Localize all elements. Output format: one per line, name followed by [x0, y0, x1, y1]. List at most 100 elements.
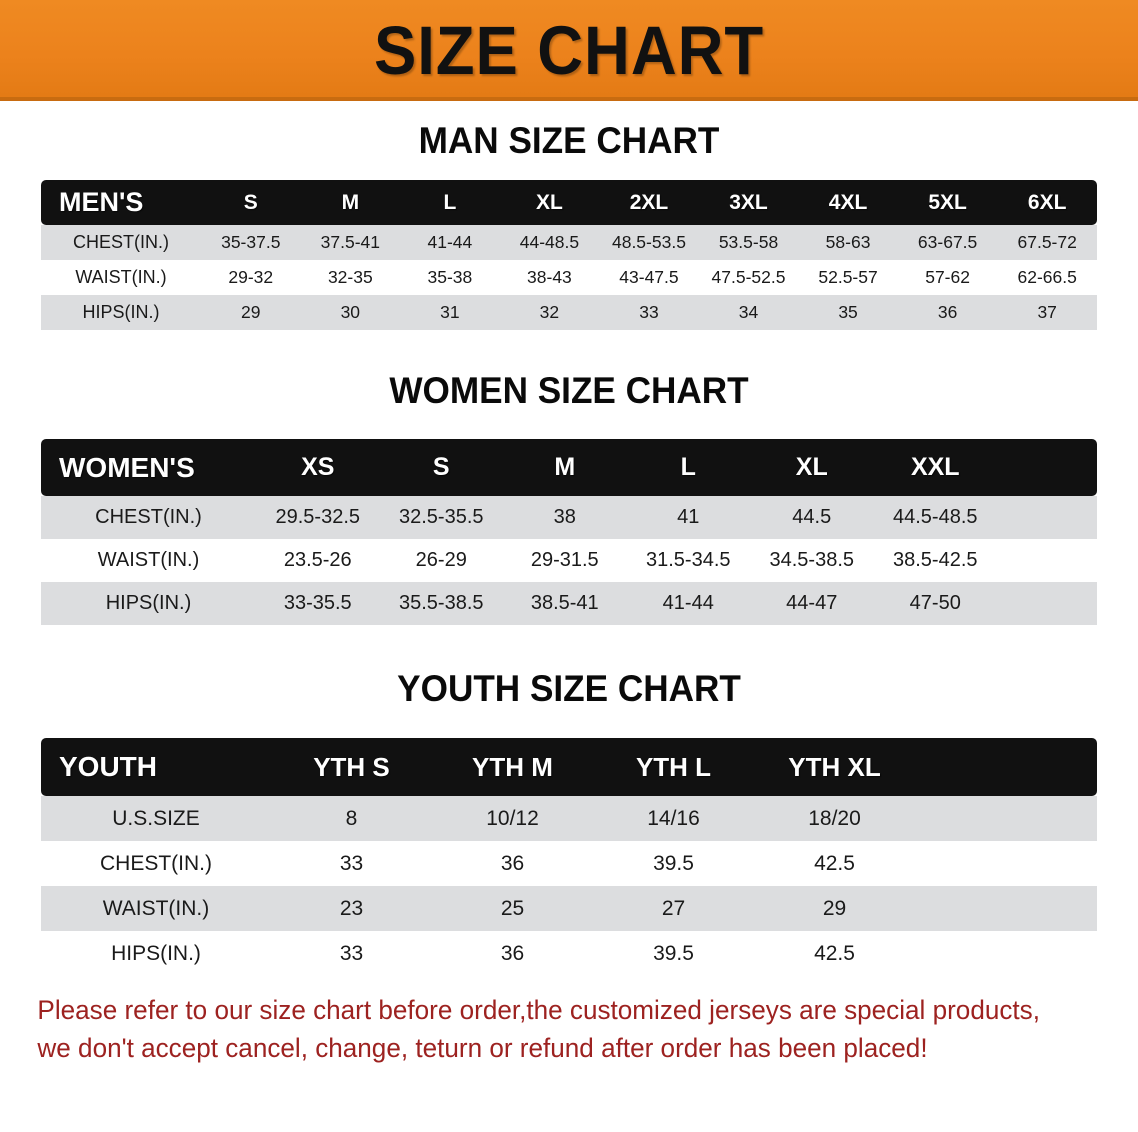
cell: 32	[499, 295, 600, 330]
row-label: WAIST(IN.)	[41, 886, 271, 931]
cell-spacer	[997, 582, 1097, 625]
women-col-header: XS	[256, 439, 380, 496]
table-row: WAIST(IN.) 29-32 32-35 35-38 38-43 43-47…	[41, 260, 1097, 295]
cell: 14/16	[593, 796, 754, 841]
cell: 31	[400, 295, 500, 330]
men-col-header: 2XL	[599, 180, 699, 225]
women-col-header: S	[379, 439, 503, 496]
youth-header-row: YOUTH YTH S YTH M YTH L YTH XL	[41, 738, 1097, 796]
men-size-table: MEN'S S M L XL 2XL 3XL 4XL 5XL 6XL CHEST…	[41, 180, 1097, 330]
cell: 44.5-48.5	[873, 496, 997, 539]
women-header-row: WOMEN'S XS S M L XL XXL	[41, 439, 1097, 496]
disclaimer-line: we don't accept cancel, change, teturn o…	[37, 1032, 928, 1063]
table-row: WAIST(IN.) 23 25 27 29	[41, 886, 1097, 931]
cell-spacer	[997, 539, 1097, 582]
men-col-header: XL	[499, 180, 600, 225]
cell: 41-44	[400, 225, 500, 260]
women-header-spacer	[997, 439, 1097, 496]
youth-header-label: YOUTH	[41, 738, 271, 796]
cell: 33	[271, 841, 432, 886]
cell: 29	[201, 295, 301, 330]
cell: 36	[897, 295, 998, 330]
cell: 35-37.5	[201, 225, 301, 260]
cell: 33	[271, 931, 432, 976]
cell: 42.5	[754, 841, 915, 886]
cell: 29-32	[201, 260, 301, 295]
table-row: HIPS(IN.) 29 30 31 32 33 34 35 36 37	[41, 295, 1097, 330]
row-label: CHEST(IN.)	[41, 496, 256, 539]
cell: 38.5-41	[503, 582, 627, 625]
table-row: U.S.SIZE 8 10/12 14/16 18/20	[41, 796, 1097, 841]
cell-spacer	[997, 496, 1097, 539]
men-chart-block: MEN'S S M L XL 2XL 3XL 4XL 5XL 6XL CHEST…	[0, 180, 1138, 330]
men-col-header: S	[201, 180, 301, 225]
youth-chart-block: YOUTH YTH S YTH M YTH L YTH XL U.S.SIZE …	[0, 738, 1138, 976]
youth-col-header: YTH M	[432, 738, 593, 796]
cell: 41	[626, 496, 750, 539]
cell: 10/12	[432, 796, 593, 841]
cell: 35	[798, 295, 898, 330]
row-label: HIPS(IN.)	[41, 582, 256, 625]
men-col-header: 3XL	[698, 180, 799, 225]
row-label: WAIST(IN.)	[41, 260, 201, 295]
cell: 32.5-35.5	[379, 496, 503, 539]
cell: 35.5-38.5	[379, 582, 503, 625]
cell: 48.5-53.5	[599, 225, 699, 260]
men-col-header: 5XL	[897, 180, 998, 225]
cell: 33-35.5	[256, 582, 380, 625]
table-row: CHEST(IN.) 33 36 39.5 42.5	[41, 841, 1097, 886]
men-col-header: L	[400, 180, 500, 225]
cell: 58-63	[798, 225, 898, 260]
women-col-header: XL	[750, 439, 874, 496]
cell: 39.5	[593, 931, 754, 976]
row-label: CHEST(IN.)	[41, 841, 271, 886]
table-row: HIPS(IN.) 33-35.5 35.5-38.5 38.5-41 41-4…	[41, 582, 1097, 625]
cell: 41-44	[626, 582, 750, 625]
youth-col-header: YTH L	[593, 738, 754, 796]
cell: 39.5	[593, 841, 754, 886]
cell: 18/20	[754, 796, 915, 841]
cell: 27	[593, 886, 754, 931]
cell: 38.5-42.5	[873, 539, 997, 582]
women-col-header: L	[626, 439, 750, 496]
row-label: U.S.SIZE	[41, 796, 271, 841]
women-table-body: CHEST(IN.) 29.5-32.5 32.5-35.5 38 41 44.…	[41, 496, 1097, 625]
youth-table-body: U.S.SIZE 8 10/12 14/16 18/20 CHEST(IN.) …	[41, 796, 1097, 976]
cell: 67.5-72	[997, 225, 1097, 260]
disclaimer-note: Please refer to our size chart before or…	[0, 976, 1121, 1067]
men-col-header: 6XL	[997, 180, 1097, 225]
cell: 33	[599, 295, 699, 330]
table-row: CHEST(IN.) 29.5-32.5 32.5-35.5 38 41 44.…	[41, 496, 1097, 539]
women-header-label: WOMEN'S	[41, 439, 256, 496]
cell-spacer	[915, 931, 1097, 976]
women-size-table: WOMEN'S XS S M L XL XXL CHEST(IN.) 29.5-…	[41, 439, 1097, 625]
women-section-title: WOMEN SIZE CHART	[389, 370, 749, 411]
cell: 35-38	[400, 260, 500, 295]
cell: 38-43	[499, 260, 600, 295]
cell: 38	[503, 496, 627, 539]
cell: 31.5-34.5	[626, 539, 750, 582]
men-section-title: MAN SIZE CHART	[418, 120, 720, 161]
table-row: CHEST(IN.) 35-37.5 37.5-41 41-44 44-48.5…	[41, 225, 1097, 260]
women-chart-block: WOMEN'S XS S M L XL XXL CHEST(IN.) 29.5-…	[0, 439, 1138, 625]
table-row: WAIST(IN.) 23.5-26 26-29 29-31.5 31.5-34…	[41, 539, 1097, 582]
men-col-header: 4XL	[798, 180, 898, 225]
cell: 44-48.5	[499, 225, 600, 260]
men-col-header: M	[300, 180, 401, 225]
row-label: HIPS(IN.)	[41, 931, 271, 976]
cell: 8	[271, 796, 432, 841]
youth-col-header: YTH XL	[754, 738, 915, 796]
cell: 47.5-52.5	[698, 260, 799, 295]
table-row: HIPS(IN.) 33 36 39.5 42.5	[41, 931, 1097, 976]
youth-size-table: YOUTH YTH S YTH M YTH L YTH XL U.S.SIZE …	[41, 738, 1097, 976]
men-table-body: CHEST(IN.) 35-37.5 37.5-41 41-44 44-48.5…	[41, 225, 1097, 330]
women-col-header: M	[503, 439, 627, 496]
cell: 63-67.5	[897, 225, 998, 260]
cell: 23	[271, 886, 432, 931]
cell: 26-29	[379, 539, 503, 582]
row-label: WAIST(IN.)	[41, 539, 256, 582]
cell: 23.5-26	[256, 539, 380, 582]
men-header-row: MEN'S S M L XL 2XL 3XL 4XL 5XL 6XL	[41, 180, 1097, 225]
women-col-header: XXL	[873, 439, 997, 496]
men-table-head: MEN'S S M L XL 2XL 3XL 4XL 5XL 6XL	[41, 180, 1097, 225]
